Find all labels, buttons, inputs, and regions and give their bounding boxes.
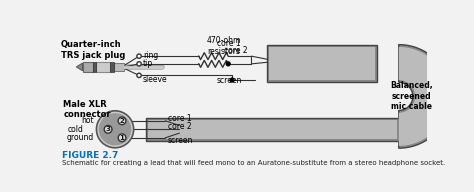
Circle shape [230,78,234,82]
Text: 2: 2 [119,118,124,124]
Circle shape [137,73,141,78]
Circle shape [226,62,230,66]
Text: screen: screen [217,76,242,85]
Polygon shape [399,45,451,148]
Text: 3: 3 [106,126,110,132]
Text: 470-ohm
resistors: 470-ohm resistors [206,36,241,56]
Circle shape [104,125,112,133]
Text: core 2: core 2 [168,122,191,132]
Circle shape [137,54,141,58]
Text: core 1: core 1 [168,114,191,123]
Text: Male XLR
connector: Male XLR connector [63,100,111,119]
Circle shape [118,134,126,142]
Circle shape [137,62,141,66]
Text: Balanced,
screened
mic cable: Balanced, screened mic cable [391,81,433,111]
Bar [146,118,399,141]
Text: screen: screen [168,136,193,145]
Bar [147,120,397,139]
Text: tip: tip [143,59,153,68]
Polygon shape [76,63,82,71]
Circle shape [99,113,131,146]
Circle shape [118,117,126,125]
Bar [110,62,113,72]
Text: cold: cold [67,125,83,134]
Bar [268,47,375,80]
Bar [96,62,110,72]
Text: sleeve: sleeve [143,75,168,84]
Text: Schematic for creating a lead that will feed mono to an Auratone-substitute from: Schematic for creating a lead that will … [63,160,446,166]
Text: hot: hot [82,116,94,125]
Bar [267,45,377,82]
Circle shape [96,111,134,148]
Text: FIGURE 2.7: FIGURE 2.7 [63,151,118,160]
Text: 1: 1 [119,135,125,141]
Text: ring: ring [143,51,158,60]
Text: core 1: core 1 [217,39,240,48]
Text: ground: ground [67,133,94,142]
Bar [93,62,96,72]
Text: core 2: core 2 [224,46,248,55]
Text: Quarter-inch
TRS jack plug: Quarter-inch TRS jack plug [61,40,125,60]
Bar [113,63,124,71]
Bar [82,62,93,72]
Polygon shape [399,47,448,146]
